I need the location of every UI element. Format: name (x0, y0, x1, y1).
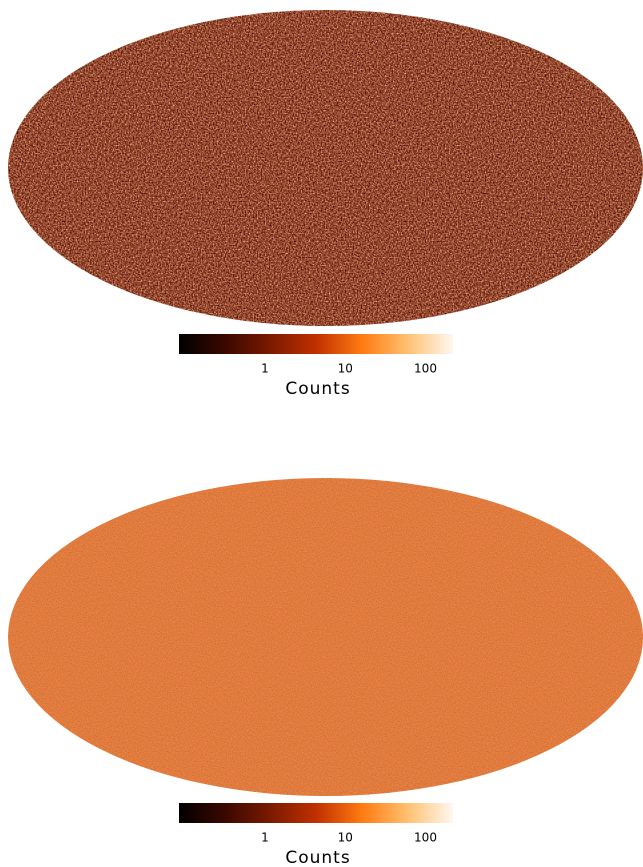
colorbar-tick-label: 100 (414, 831, 437, 845)
maps: 1 10 100 Counts 1 10 100 Counts (8, 10, 643, 867)
colorbar-tick-label: 10 (338, 831, 353, 845)
colorbar-label: Counts (285, 379, 350, 399)
colorbar-tick-label: 1 (261, 831, 269, 845)
sky-map (8, 478, 643, 796)
colorbar-tick-label: 100 (414, 362, 437, 376)
colorbar (179, 803, 453, 823)
colorbar-label: Counts (285, 848, 350, 867)
colorbar (179, 334, 453, 354)
map-panel: 1 10 100 Counts (8, 10, 643, 399)
map-panel: 1 10 100 Counts (8, 478, 643, 867)
sky-map (8, 10, 643, 326)
colorbar-tick-label: 1 (261, 362, 269, 376)
page: 1 10 100 Counts 1 10 100 Counts (0, 0, 643, 867)
colorbar-tick-label: 10 (338, 362, 353, 376)
